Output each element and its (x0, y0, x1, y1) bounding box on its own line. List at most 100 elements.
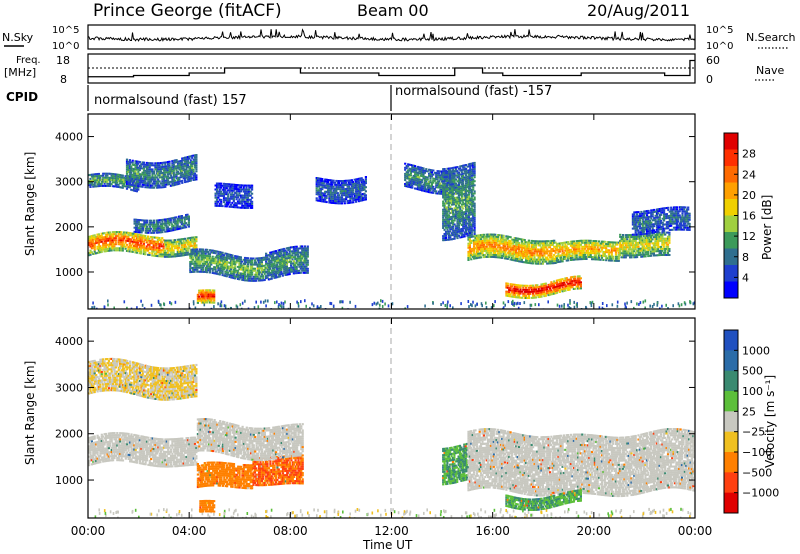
power-cell (262, 264, 265, 267)
power-cell (244, 269, 247, 272)
power-cell (251, 188, 254, 191)
power-cell (167, 181, 170, 184)
power-cell (340, 194, 344, 197)
power-cell (460, 171, 463, 174)
power-cell (405, 165, 408, 167)
power-region-9 (315, 176, 367, 205)
power-cell (111, 181, 115, 184)
power-cell (494, 252, 497, 254)
power-cell (287, 249, 290, 251)
power-cell (267, 254, 270, 257)
power-cell (346, 191, 349, 194)
power-cell (138, 240, 141, 242)
power-cell (488, 245, 491, 248)
freq-trace (88, 59, 695, 78)
power-cell (127, 160, 130, 163)
power-cell (340, 188, 344, 191)
power-cell (179, 225, 182, 228)
power-cell (339, 186, 342, 189)
power-cell (416, 176, 419, 178)
power-cell (197, 260, 200, 263)
power-cell (246, 263, 249, 266)
power-cell (89, 173, 92, 176)
power-cell (229, 254, 233, 256)
power-cell (209, 299, 212, 302)
power-cell (277, 275, 280, 278)
power-cell (241, 274, 244, 277)
power-cell (352, 181, 355, 183)
power-cell (462, 223, 465, 226)
power-cell (190, 262, 193, 265)
power-cell (138, 250, 141, 253)
power-cell (340, 200, 344, 203)
power-cell (116, 185, 119, 188)
power-cell (509, 244, 512, 247)
power-cell (246, 273, 249, 276)
power-cell (301, 255, 304, 258)
power-cell (228, 274, 231, 276)
power-cell (435, 186, 438, 189)
power-cell (234, 269, 237, 272)
power-cell (171, 247, 174, 250)
power-cell (446, 220, 449, 223)
power-cell (123, 243, 126, 246)
power-cell (418, 166, 421, 169)
power-cell (284, 249, 287, 252)
power-cell (329, 187, 332, 190)
power-cell (161, 176, 164, 179)
power-cell (513, 247, 516, 250)
power-cell (97, 179, 100, 181)
power-cell (121, 186, 124, 189)
power-cell (473, 161, 476, 164)
power-cell (251, 269, 254, 272)
power-cell (269, 278, 272, 281)
power-cell (454, 192, 458, 195)
power-cell (463, 166, 466, 169)
power-cell (512, 253, 515, 255)
power-cell (414, 173, 417, 176)
power-cell (217, 267, 220, 269)
power-cell (161, 184, 164, 187)
power-cell (175, 243, 178, 245)
power-cell (227, 183, 230, 186)
power-cell (269, 253, 272, 256)
power-cell (273, 274, 276, 277)
power-cell (472, 221, 475, 224)
power-cell (204, 262, 207, 265)
power-cell (347, 181, 351, 184)
power-cell (202, 289, 205, 292)
power-cell (472, 184, 475, 187)
power-cell (259, 267, 262, 270)
power-cell (147, 237, 150, 240)
power-cell (100, 180, 103, 183)
power-cell (473, 231, 476, 233)
power-cell (404, 168, 407, 171)
power-cell (495, 237, 498, 240)
power-noise-cell (296, 300, 298, 304)
power-cell (360, 193, 363, 196)
power-noise-cell (284, 300, 286, 304)
power-cell (273, 266, 276, 269)
power-cell (318, 179, 321, 182)
power-cell (110, 249, 113, 252)
power-cell (137, 186, 140, 189)
power-cell (347, 199, 351, 202)
power-cell (429, 173, 432, 176)
power-cell (150, 221, 153, 224)
power-cell (405, 175, 408, 178)
power-cell (116, 247, 119, 250)
power-cell (231, 264, 234, 267)
power-cell (280, 252, 283, 255)
power-cell (451, 186, 455, 189)
power-cell (200, 256, 203, 259)
power-cell (419, 178, 422, 181)
power-cell (463, 223, 466, 226)
power-cell (364, 186, 367, 189)
power-cell (197, 252, 200, 255)
power-cell (523, 245, 526, 248)
power-cell (155, 168, 158, 171)
power-cell (429, 189, 432, 192)
power-cell (527, 239, 530, 242)
power-cell (221, 253, 224, 256)
power-cell (454, 217, 458, 220)
